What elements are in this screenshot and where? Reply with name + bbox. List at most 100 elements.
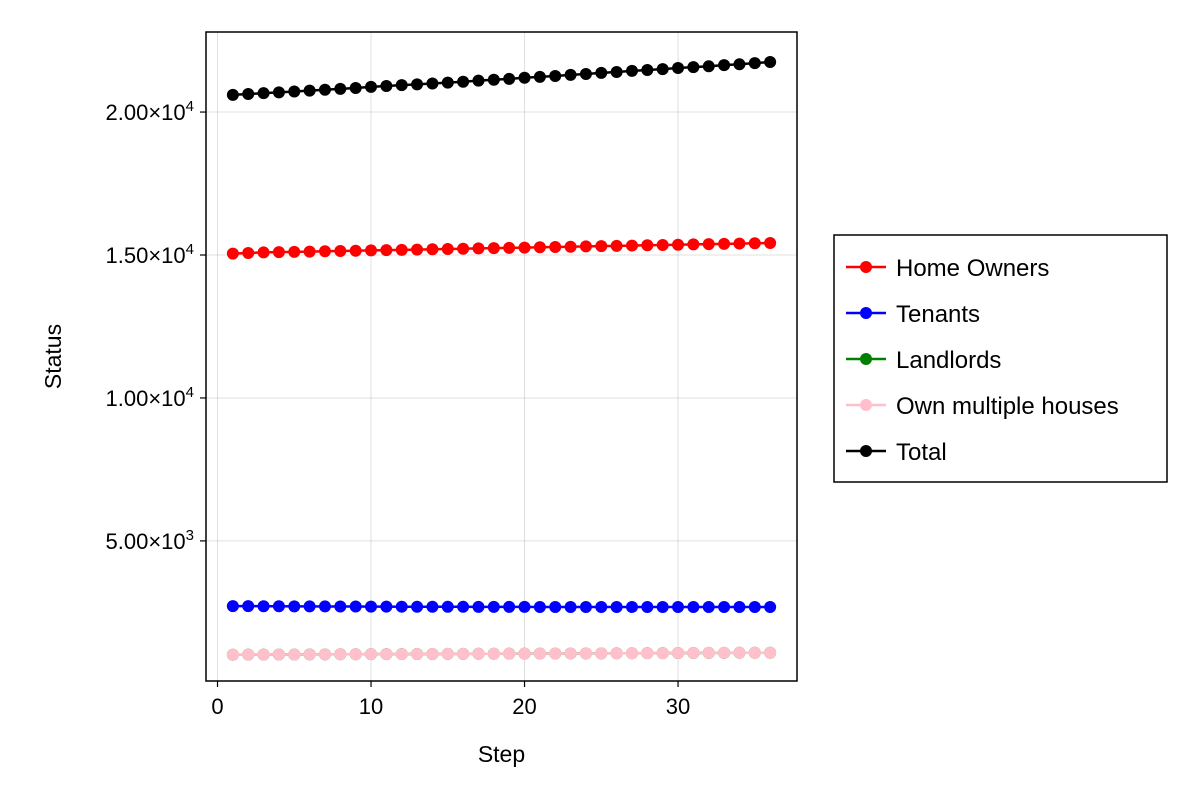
- data-point-tenants: [395, 600, 408, 613]
- y-axis-title: Status: [40, 324, 66, 389]
- y-tick-label: 2.00×104: [106, 98, 194, 125]
- data-point-own-multiple-houses: [672, 647, 685, 660]
- data-point-tenants: [380, 600, 393, 613]
- data-point-own-multiple-houses: [426, 647, 439, 660]
- data-point-own-multiple-houses: [334, 648, 347, 661]
- data-point-total: [257, 87, 270, 100]
- data-point-own-multiple-houses: [718, 646, 731, 659]
- data-point-own-multiple-houses: [549, 647, 562, 660]
- legend-marker-tenants: [860, 307, 872, 319]
- data-point-home-owners: [380, 244, 393, 257]
- data-point-own-multiple-houses: [441, 647, 454, 660]
- data-point-total: [748, 57, 761, 70]
- data-point-total: [395, 79, 408, 92]
- data-point-own-multiple-houses: [748, 646, 761, 659]
- data-point-own-multiple-houses: [226, 648, 239, 661]
- data-point-own-multiple-houses: [641, 647, 654, 660]
- data-point-home-owners: [595, 240, 608, 253]
- data-point-tenants: [518, 600, 531, 613]
- data-point-tenants: [549, 600, 562, 613]
- data-point-home-owners: [549, 240, 562, 253]
- data-point-home-owners: [702, 238, 715, 251]
- data-point-total: [472, 74, 485, 87]
- data-point-home-owners: [334, 245, 347, 258]
- data-point-total: [365, 80, 378, 93]
- data-point-home-owners: [718, 237, 731, 250]
- data-point-tenants: [365, 600, 378, 613]
- data-point-total: [672, 62, 685, 75]
- legend-label-landlords: Landlords: [896, 347, 1001, 374]
- data-point-tenants: [318, 600, 331, 613]
- y-tick-label: 1.00×104: [106, 384, 194, 411]
- data-point-home-owners: [487, 242, 500, 255]
- data-point-tenants: [641, 600, 654, 613]
- data-point-own-multiple-houses: [242, 648, 255, 661]
- data-point-tenants: [487, 600, 500, 613]
- data-point-tenants: [625, 600, 638, 613]
- legend-label-total: Total: [896, 439, 947, 466]
- y-tick-label: 5.00×103: [106, 527, 194, 554]
- data-point-tenants: [411, 600, 424, 613]
- data-point-own-multiple-houses: [472, 647, 485, 660]
- data-point-own-multiple-houses: [564, 647, 577, 660]
- series-home-owners: [226, 236, 777, 260]
- data-point-own-multiple-houses: [411, 648, 424, 661]
- data-point-total: [457, 75, 470, 88]
- legend: Home Owners Tenants Landlords Own multiple …: [833, 234, 1168, 483]
- data-point-home-owners: [672, 238, 685, 251]
- data-point-tenants: [288, 600, 301, 613]
- data-point-tenants: [764, 600, 777, 613]
- data-point-total: [487, 73, 500, 86]
- data-point-own-multiple-houses: [610, 647, 623, 660]
- x-axis-title: Step: [478, 741, 525, 767]
- grid: [206, 32, 797, 681]
- data-point-home-owners: [610, 239, 623, 252]
- data-point-tenants: [472, 600, 485, 613]
- data-point-own-multiple-houses: [533, 647, 546, 660]
- data-point-home-owners: [349, 244, 362, 257]
- data-point-tenants: [672, 600, 685, 613]
- data-point-home-owners: [365, 244, 378, 257]
- data-point-tenants: [457, 600, 470, 613]
- data-point-total: [242, 88, 255, 101]
- series-tenants: [226, 600, 777, 613]
- legend-item-home-owners: Home Owners: [846, 255, 1049, 282]
- data-point-home-owners: [625, 239, 638, 252]
- data-point-home-owners: [288, 245, 301, 258]
- data-point-tenants: [303, 600, 316, 613]
- data-point-home-owners: [318, 245, 331, 258]
- data-point-home-owners: [564, 240, 577, 253]
- data-point-own-multiple-houses: [503, 647, 516, 660]
- y-tick-label: 1.50×104: [106, 241, 194, 268]
- data-point-total: [318, 83, 331, 96]
- data-point-own-multiple-houses: [380, 648, 393, 661]
- data-point-total: [579, 68, 592, 81]
- data-point-home-owners: [579, 240, 592, 253]
- data-point-total: [610, 66, 623, 79]
- data-point-total: [334, 82, 347, 95]
- data-point-tenants: [748, 600, 761, 613]
- legend-item-own-multiple-houses: Own multiple houses: [846, 393, 1119, 420]
- data-point-tenants: [656, 600, 669, 613]
- x-tick-label: 10: [359, 694, 383, 719]
- data-point-home-owners: [733, 237, 746, 250]
- data-point-own-multiple-houses: [595, 647, 608, 660]
- data-point-tenants: [702, 600, 715, 613]
- data-point-home-owners: [395, 243, 408, 256]
- x-tick-label: 30: [666, 694, 690, 719]
- data-point-own-multiple-houses: [687, 646, 700, 659]
- legend-item-landlords: Landlords: [846, 347, 1001, 374]
- data-point-tenants: [349, 600, 362, 613]
- data-point-own-multiple-houses: [487, 647, 500, 660]
- legend-label-own-multiple-houses: Own multiple houses: [896, 393, 1119, 420]
- series-total: [226, 56, 777, 101]
- data-point-total: [272, 86, 285, 99]
- data-point-own-multiple-houses: [318, 648, 331, 661]
- data-point-tenants: [426, 600, 439, 613]
- data-point-own-multiple-houses: [395, 648, 408, 661]
- data-point-tenants: [579, 600, 592, 613]
- legend-box: [833, 234, 1168, 483]
- data-point-home-owners: [226, 247, 239, 260]
- data-point-tenants: [595, 600, 608, 613]
